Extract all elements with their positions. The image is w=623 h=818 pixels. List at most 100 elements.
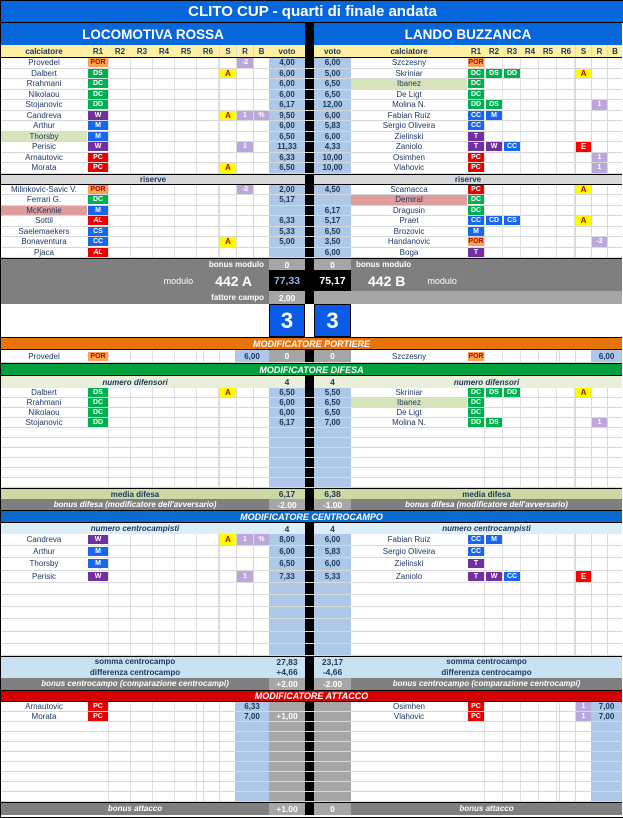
note-cell-b — [607, 100, 622, 110]
role-slots: AL — [87, 216, 219, 226]
reserves-label: riserve — [1, 174, 305, 184]
voto-cell: 2,00 — [269, 184, 305, 194]
voto-cell: 7,00 — [314, 418, 351, 427]
player-name: Milinkovic-Savic V. — [11, 184, 77, 194]
role-badge-dd: DD — [468, 100, 484, 110]
role-badge-ds: DS — [486, 100, 502, 110]
role-slots: DD — [87, 100, 219, 110]
card-cell — [575, 152, 591, 162]
voto-cell — [235, 751, 269, 761]
role-badge-dc: DC — [468, 408, 484, 417]
note-cell-r: -2 — [236, 184, 253, 194]
role-badge-w: W — [486, 142, 502, 152]
col-header-slot: R5 — [180, 46, 192, 56]
center-divider — [305, 216, 314, 226]
role-slots — [467, 458, 575, 467]
card-cell — [575, 121, 591, 131]
role-badge-dc: DC — [468, 205, 484, 215]
center-divider — [305, 226, 314, 236]
role-slots: CC M — [467, 534, 575, 546]
midfield-row — [1, 594, 622, 608]
card-cell — [219, 478, 236, 487]
note-cell-r — [236, 438, 253, 447]
voto-cell: 12,00 — [314, 100, 351, 110]
voto-cell: 9,50 — [269, 110, 305, 120]
defense-average-label: media difesa — [1, 489, 269, 499]
card-cell — [219, 100, 236, 110]
player-name: Morata — [31, 163, 57, 173]
role-badge-dd: DD — [88, 100, 108, 110]
role-badge-dc: DC — [88, 89, 108, 99]
player-name — [351, 619, 467, 630]
card-cell — [219, 142, 236, 152]
voto-cell — [314, 428, 351, 437]
center-divider — [305, 741, 314, 751]
player-name: Osimhen — [392, 701, 425, 711]
role-slots — [467, 607, 575, 619]
defense-bonus-row: bonus difesa (modificatore dell'avversar… — [1, 499, 622, 510]
note-cell-r — [219, 721, 235, 731]
defender-count-label: numero difensori — [351, 376, 622, 388]
role-badge-dc: DC — [468, 89, 484, 99]
card-cell — [203, 761, 219, 771]
note-cell-r — [591, 594, 607, 607]
role-slots — [467, 468, 575, 477]
center-divider — [305, 534, 314, 546]
player-name: Dalbert — [31, 68, 57, 78]
voto-cell — [314, 448, 351, 457]
role-slots — [467, 741, 559, 751]
team-header-row: LOCOMOTIVA ROSSA LANDO BUZZANCA — [1, 23, 622, 45]
player-name: Fabian Ruiz — [387, 535, 431, 545]
role-slots — [87, 731, 203, 741]
note-cell-r — [591, 89, 607, 99]
center-divider — [305, 731, 314, 741]
card-cell — [575, 594, 591, 607]
home-value-cell: -2.00 — [269, 499, 305, 510]
role-badge-dc: DC — [88, 398, 108, 407]
bonus-cell — [269, 781, 305, 791]
card-cell — [575, 582, 591, 594]
role-badge-cc: CC — [504, 571, 520, 581]
note-cell-r — [236, 408, 253, 417]
role-badge-m: M — [88, 205, 108, 215]
note-cell-r — [591, 184, 607, 194]
center-divider — [305, 468, 314, 477]
center-divider — [305, 184, 314, 194]
card-cell — [575, 478, 591, 487]
player-name: Sergio Oliveira — [382, 547, 436, 557]
note-cell-r — [591, 478, 607, 487]
score-spacer — [351, 304, 622, 337]
card-cell — [575, 558, 591, 570]
role-slots: POR — [467, 58, 575, 68]
player-name: Provedel — [28, 58, 60, 68]
card-cell — [575, 131, 591, 141]
role-badge-cc: CC — [468, 216, 484, 226]
role-badge-por: POR — [468, 351, 484, 361]
role-badge-cc: CC — [468, 121, 484, 131]
role-badge-al: AL — [88, 216, 108, 226]
card-cell — [219, 619, 236, 631]
voto-cell: 6,00 — [314, 558, 351, 570]
reserve-row: Sottil AL 6,33 5,17 Praet CC CD CS A — [1, 216, 622, 227]
card-cell — [203, 721, 219, 731]
fattore-campo-value: 2,00 — [269, 291, 305, 304]
voto-cell: 6,00 — [235, 350, 269, 362]
card-cell — [559, 721, 575, 731]
card-cell — [219, 195, 236, 205]
role-badge-w: W — [88, 571, 108, 581]
role-badge-t: T — [468, 571, 484, 581]
card-cell — [203, 701, 219, 711]
voto-cell — [269, 448, 305, 457]
away-value-cell: 23,17 — [314, 656, 351, 667]
score-gap — [305, 304, 314, 337]
voto-cell: 6,00 — [591, 350, 622, 362]
role-badge-dc: DC — [468, 79, 484, 89]
note-cell-b — [607, 121, 622, 131]
role-badge-cc: CC — [468, 110, 484, 120]
card-cell — [219, 408, 236, 417]
note-cell-b — [253, 142, 269, 152]
role-slots: W — [87, 142, 219, 152]
role-slots — [467, 731, 559, 741]
col-header-r: R — [236, 45, 253, 57]
note-cell-r — [575, 741, 591, 751]
